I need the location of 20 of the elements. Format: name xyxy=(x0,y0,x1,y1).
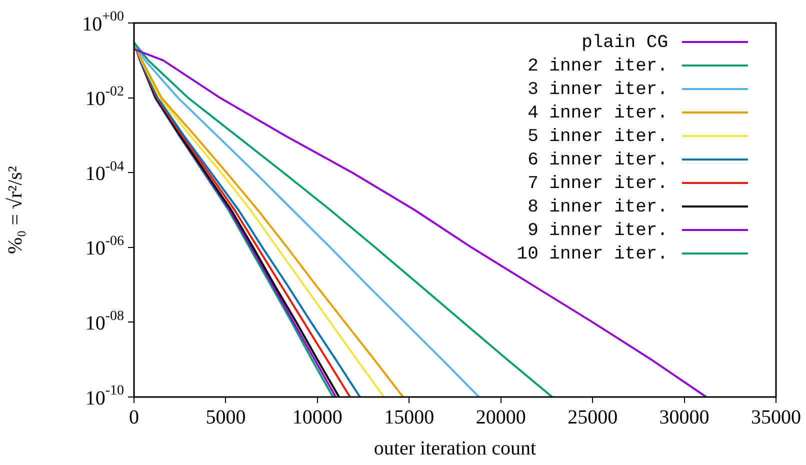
legend-label: 7 inner iter. xyxy=(528,174,668,194)
legend-label: 9 inner iter. xyxy=(528,220,668,241)
x-tick-label: 30000 xyxy=(659,406,710,428)
legend-label: 5 inner iter. xyxy=(528,126,668,147)
x-tick-label: 20000 xyxy=(476,406,526,428)
legend-label: 8 inner iter. xyxy=(528,197,668,218)
legend-label: 4 inner iter. xyxy=(528,103,668,124)
x-tick-label: 10000 xyxy=(292,406,342,428)
x-axis-title: outer iteration count xyxy=(374,437,537,460)
x-tick-label: 5000 xyxy=(206,406,246,428)
x-tick-label: 25000 xyxy=(568,406,618,428)
y-axis-title: %₀ = √r²/s² xyxy=(4,166,26,254)
x-tick-label: 0 xyxy=(129,406,139,428)
legend-label: 6 inner iter. xyxy=(528,150,668,170)
legend-label: 3 inner iter. xyxy=(528,80,668,100)
x-tick-label: 15000 xyxy=(384,406,434,428)
legend-label: 10 inner iter. xyxy=(516,244,668,264)
legend-label: plain CG xyxy=(582,32,668,53)
legend-label: 2 inner iter. xyxy=(528,56,668,76)
x-tick-label: 35000 xyxy=(751,406,801,428)
